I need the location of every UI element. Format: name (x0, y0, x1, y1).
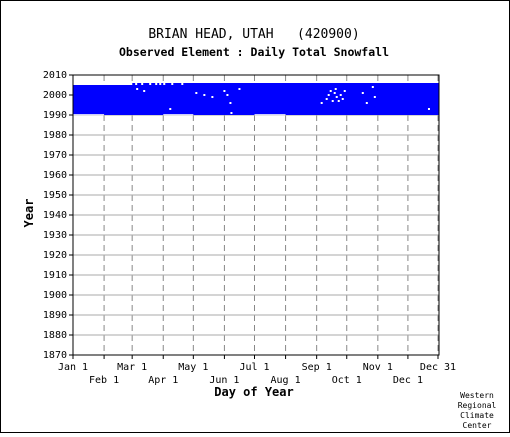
missing-point (335, 96, 338, 98)
missing-point (211, 96, 214, 98)
footer-line-center: Center (463, 421, 492, 430)
missing-point (339, 94, 342, 96)
missing-point (320, 102, 323, 104)
missing-period (163, 114, 194, 116)
missing-point (171, 83, 174, 85)
y-tick-label: 1870 (43, 350, 67, 361)
wrcc-footer: Western Regional Climate Center (458, 391, 497, 430)
footer-line-climate: Climate (460, 411, 494, 420)
x-tick-label: Dec 31 (420, 362, 456, 373)
y-tick-label: 2010 (43, 70, 67, 81)
missing-point (371, 86, 374, 88)
observed-data-block (73, 85, 439, 115)
missing-point (331, 100, 334, 102)
missing-point (229, 102, 232, 104)
missing-point (329, 90, 332, 92)
y-tick-label: 1970 (43, 150, 67, 161)
y-axis-label: Year (22, 199, 36, 228)
x-tick-label: Sep 1 (302, 362, 332, 373)
missing-point (333, 92, 336, 94)
missing-point (135, 83, 138, 85)
missing-point (203, 94, 206, 96)
y-tick-label: 1880 (43, 330, 67, 341)
missing-period (73, 83, 133, 85)
plot-area: 1870 1880 1890 1900 1910 1920 1930 1940 1950 1960… (43, 70, 456, 386)
y-tick-label: 1910 (43, 270, 67, 281)
y-tick-label: 1900 (43, 290, 67, 301)
y-tick-label: 1990 (43, 110, 67, 121)
missing-point (143, 90, 146, 92)
missing-point (361, 92, 364, 94)
y-tick-label: 1980 (43, 130, 67, 141)
missing-point (365, 102, 368, 104)
missing-point (169, 108, 172, 110)
missing-point (230, 112, 233, 114)
missing-point (226, 94, 229, 96)
footer-line-regional: Regional (458, 401, 497, 410)
x-tick-label: May 1 (178, 362, 208, 373)
footer-line-western: Western (460, 391, 494, 400)
missing-point (238, 88, 241, 90)
missing-point (149, 83, 152, 85)
missing-point (337, 100, 340, 102)
x-tick-label: Feb 1 (89, 375, 119, 386)
y-tick-label: 1920 (43, 250, 67, 261)
y-tick-label: 1960 (43, 170, 67, 181)
x-tick-label: Nov 1 (363, 362, 393, 373)
x-tick-label: Jun 1 (209, 375, 239, 386)
missing-point (343, 90, 346, 92)
chart-title: BRIAN HEAD, UTAH (420900) (148, 27, 359, 42)
x-tick-label: Apr 1 (148, 375, 178, 386)
y-tick-label: 1890 (43, 310, 67, 321)
x-tick-label: Jul 1 (239, 362, 269, 373)
missing-point (223, 90, 226, 92)
y-tick-label: 1940 (43, 210, 67, 221)
missing-point (427, 108, 430, 110)
missing-point (334, 88, 337, 90)
missing-point (159, 83, 162, 85)
missing-point (327, 94, 330, 96)
missing-point (195, 92, 198, 94)
missing-point (373, 96, 376, 98)
x-tick-label: Oct 1 (332, 375, 362, 386)
missing-period (73, 114, 105, 116)
chart-subtitle: Observed Element : Daily Total Snowfall (119, 45, 389, 59)
x-axis-label: Day of Year (214, 385, 293, 399)
observed-data-strip (132, 83, 440, 85)
x-tick-label: Aug 1 (271, 375, 301, 386)
y-tick-label: 1930 (43, 230, 67, 241)
missing-period (254, 114, 286, 116)
missing-point (181, 83, 184, 85)
missing-point (136, 88, 139, 90)
x-tick-label: Jan 1 (58, 362, 88, 373)
missing-point (325, 98, 328, 100)
y-tick-label: 2000 (43, 90, 67, 101)
y-tick-label: 1950 (43, 190, 67, 201)
missing-point (141, 83, 144, 85)
missing-point (155, 83, 158, 85)
x-tick-label: Mar 1 (117, 362, 147, 373)
missing-point (341, 98, 344, 100)
x-tick-label: Dec 1 (393, 375, 423, 386)
missing-point (163, 83, 166, 85)
